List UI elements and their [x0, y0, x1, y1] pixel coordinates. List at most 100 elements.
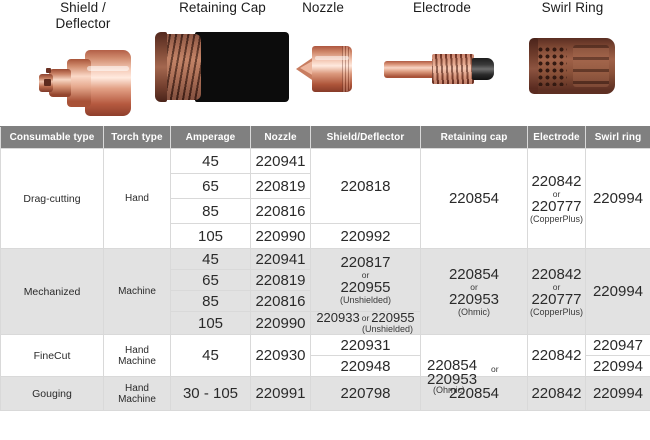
cell-shield-deflector: 220931 [310, 334, 421, 357]
cell-electrode: 220842 or 220777 (CopperPlus) [527, 247, 586, 336]
cell-nozzle: 220990 [250, 223, 311, 249]
cell-swirl-ring: 220994 [585, 247, 650, 336]
electrode-option-a: 220842 [531, 265, 582, 283]
cell-nozzle: 220991 [250, 376, 311, 412]
part-electrode: Electrode [372, 0, 512, 126]
table-row: Gouging Hand Machine 30 - 105 220991 220… [0, 376, 650, 412]
electrode-option-b: 220777 [531, 197, 582, 215]
electrode-note: (CopperPlus) [529, 213, 584, 224]
cell-amperage: 105 [170, 310, 251, 336]
part-art-shield-deflector [8, 32, 158, 126]
part-swirl-ring: Swirl Ring [500, 0, 645, 126]
part-retaining-cap: Retaining Cap [140, 0, 305, 126]
cell-amperage: 85 [170, 290, 251, 312]
electrode-or-label: or [552, 281, 561, 292]
cap-or-label: or [491, 363, 499, 374]
cell-amperage: 65 [170, 269, 251, 291]
cell-amperage: 45 [170, 148, 251, 174]
cap-option-b: 220953 [427, 370, 478, 388]
shield-option-b: 220955 [340, 279, 391, 296]
cell-swirl-ring: 220947 [585, 334, 650, 357]
cell-nozzle: 220941 [250, 248, 311, 270]
cell-amperage: 105 [170, 223, 251, 249]
part-art-swirl-ring [500, 16, 645, 126]
cell-electrode: 220842 [527, 376, 586, 412]
col-header-retaining-cap: Retaining cap [420, 126, 528, 149]
col-header-torch-type: Torch type [103, 126, 171, 149]
cell-shield-deflector: 220948 [310, 355, 421, 378]
cell-retaining-cap: 220854 [420, 376, 528, 412]
shield-note: (Unshielded) [339, 295, 392, 305]
shield-option-a: 220817 [340, 254, 391, 271]
cell-nozzle: 220819 [250, 173, 311, 199]
cell-shield-deflector: 220818 [310, 148, 421, 224]
shield-last-option-a: 220933 [316, 310, 360, 326]
shield-last-or-label: or [361, 313, 370, 323]
table-row: Drag-cutting Hand 45 220941 220818 22085… [0, 148, 650, 249]
cell-retaining-cap: 220854 or 220953 (Ohmic) [420, 247, 528, 336]
shield-last-note: (Unshielded) [361, 324, 413, 335]
part-nozzle: Nozzle [268, 0, 378, 126]
col-header-amperage: Amperage [170, 126, 251, 149]
cell-amperage: 65 [170, 173, 251, 199]
part-label-shield-deflector: Shield / Deflector [55, 0, 111, 31]
cell-shield-deflector: 220798 [310, 376, 421, 412]
cell-swirl-ring: 220994 [585, 355, 650, 378]
cell-shield-deflector: 220933 or 220955 (Unshielded) [310, 310, 421, 336]
cell-nozzle: 220930 [250, 334, 311, 378]
cap-option-b: 220953 [448, 290, 500, 308]
parts-illustration-strip: Shield / Deflector Retaining Cap [0, 0, 650, 126]
cell-nozzle: 220816 [250, 290, 311, 312]
cell-nozzle: 220819 [250, 269, 311, 291]
cell-shield-deflector: 220992 [310, 223, 421, 249]
electrode-note: (CopperPlus) [529, 306, 584, 317]
table-row: Mechanized Machine 45 220941 220817 or 2… [0, 247, 650, 336]
part-label-electrode: Electrode [413, 0, 471, 15]
col-header-nozzle: Nozzle [250, 126, 311, 149]
col-header-swirl-ring: Swirl ring [585, 126, 650, 149]
cell-shield-deflector: 220817 or 220955 (Unshielded) [310, 248, 421, 312]
cell-retaining-cap: 220854 220953 (Ohmic) or [420, 334, 528, 395]
cap-or-label: or [470, 281, 478, 292]
cell-electrode: 220842 or 220777 (CopperPlus) [527, 148, 586, 249]
cell-retaining-cap: 220854 [420, 148, 528, 249]
consumables-table: Consumable type Torch type Amperage Nozz… [0, 126, 650, 412]
cell-consumable-type: Gouging [0, 376, 104, 412]
cap-option-a: 220854 [448, 265, 500, 283]
shield-or-label: or [361, 270, 370, 280]
cell-consumable-type: FineCut [0, 334, 104, 378]
cell-consumable-type: Drag-cutting [0, 148, 104, 249]
part-art-retaining-cap [140, 16, 305, 126]
cell-swirl-ring: 220994 [585, 376, 650, 412]
cell-consumable-type: Mechanized [0, 247, 104, 336]
electrode-option-a: 220842 [531, 172, 582, 190]
col-header-shield-deflector: Shield/Deflector [310, 126, 421, 149]
part-art-nozzle [268, 16, 378, 126]
table-header-row: Consumable type Torch type Amperage Nozz… [0, 126, 650, 149]
cap-option-a: 220854 [427, 356, 478, 374]
cap-note: (Ohmic) [433, 384, 465, 395]
part-label-retaining-cap: Retaining Cap [179, 0, 266, 15]
cell-swirl-ring: 220994 [585, 148, 650, 249]
table-row: FineCut Hand Machine 45 220930 220931 22… [0, 334, 650, 395]
part-label-nozzle: Nozzle [302, 0, 344, 15]
cell-torch-type: Hand Machine [103, 334, 171, 378]
cell-torch-type: Hand [103, 148, 171, 249]
cell-amperage: 30 - 105 [170, 376, 251, 412]
col-header-electrode: Electrode [527, 126, 586, 149]
cell-nozzle: 220990 [250, 310, 311, 336]
shield-last-option-b: 220955 [371, 310, 415, 326]
part-shield-deflector: Shield / Deflector [8, 0, 158, 126]
col-header-consumable-type: Consumable type [0, 126, 104, 149]
cell-nozzle: 220941 [250, 148, 311, 174]
part-label-swirl-ring: Swirl Ring [541, 0, 604, 15]
part-art-electrode [372, 16, 512, 126]
cell-torch-type: Hand Machine [103, 376, 171, 412]
cell-amperage: 45 [170, 248, 251, 270]
cell-amperage: 85 [170, 198, 251, 224]
cap-note: (Ohmic) [458, 306, 490, 317]
cell-amperage: 45 [170, 334, 251, 378]
electrode-option-b: 220777 [531, 290, 582, 308]
cell-torch-type: Machine [103, 247, 171, 336]
